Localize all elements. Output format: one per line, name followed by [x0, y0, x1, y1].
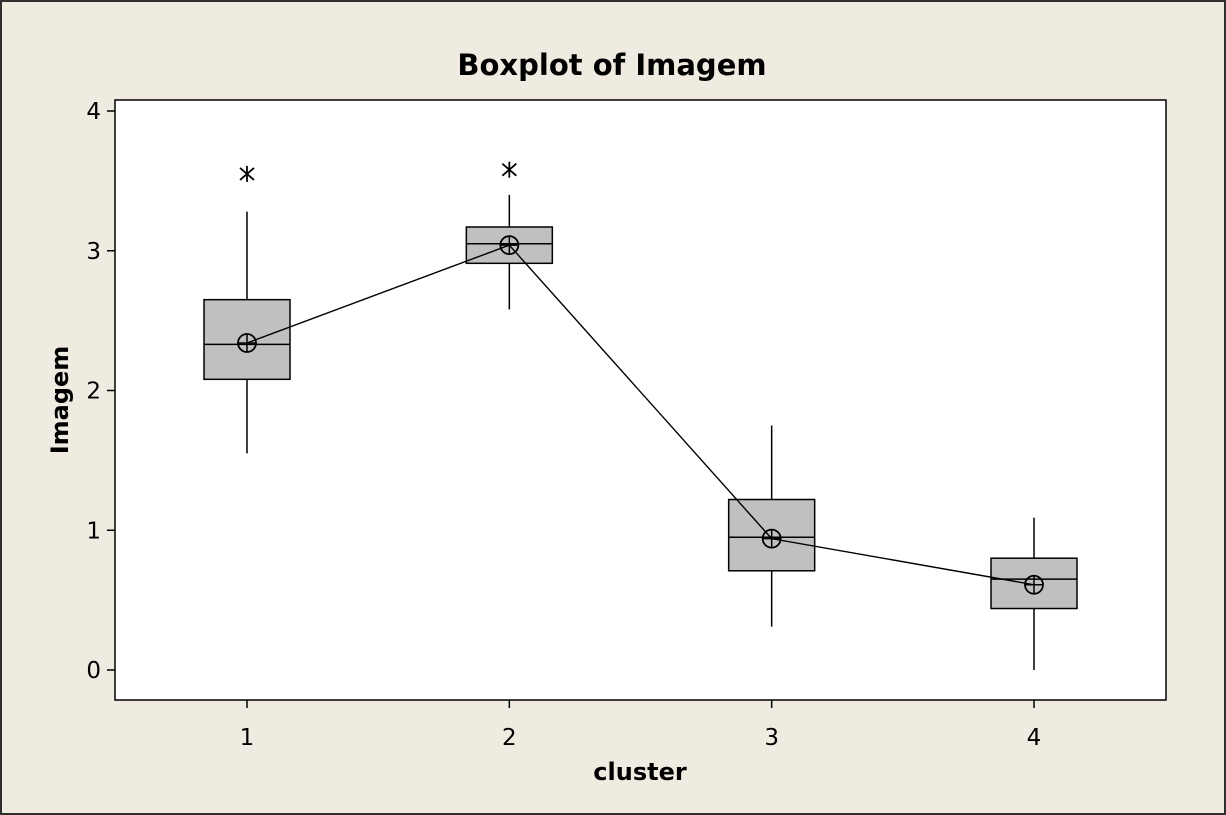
mean-symbol	[1024, 574, 1044, 595]
chart-title: Boxplot of Imagem	[457, 48, 766, 82]
y-axis-label: Imagem	[46, 346, 74, 455]
outlier-marker	[501, 161, 517, 178]
mean-connect-line-group	[237, 235, 1044, 595]
x-tick-label: 1	[240, 725, 255, 751]
outlier-marker	[239, 165, 255, 182]
y-tick-label: 3	[86, 239, 101, 265]
plot-area	[114, 99, 1167, 701]
x-axis-label: cluster	[593, 758, 687, 786]
y-tick-label: 2	[86, 379, 101, 405]
x-axis: 1 2 3 4	[240, 700, 1042, 751]
x-tick-label: 4	[1027, 725, 1042, 751]
mean-symbol	[761, 528, 782, 549]
mean-connect-line	[246, 244, 1035, 586]
y-tick-label: 1	[86, 518, 101, 544]
x-tick-label: 3	[764, 725, 779, 751]
x-tick-label: 2	[502, 725, 517, 751]
mean-symbol	[499, 235, 520, 256]
y-tick-label: 0	[86, 658, 101, 684]
mean-symbol	[237, 333, 257, 353]
y-axis: 0 1 2 3 4	[86, 99, 115, 684]
y-tick-label: 4	[86, 99, 101, 125]
